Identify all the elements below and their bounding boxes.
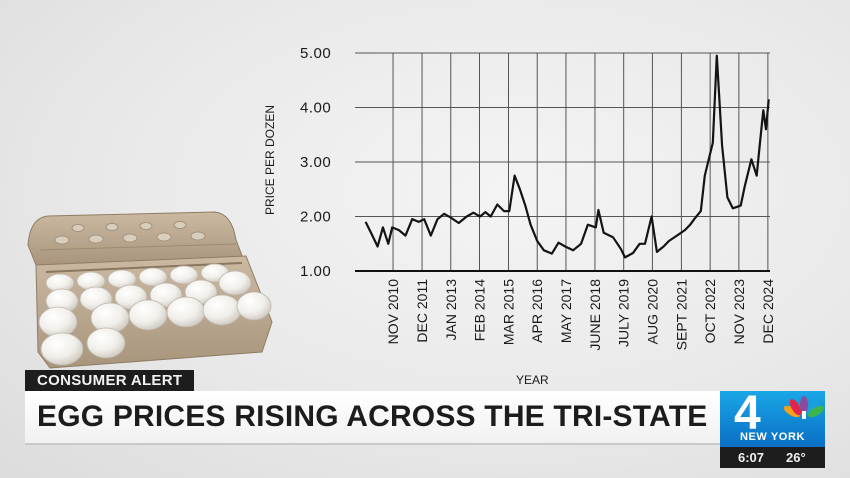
clock-time: 6:07 — [738, 450, 765, 465]
x-tick-label: NOV 2010 — [385, 279, 401, 345]
price-series-line — [364, 54, 770, 259]
station-city: NEW YORK — [739, 431, 806, 443]
x-tick-label: JAN 2013 — [443, 279, 459, 341]
x-tick-label: JUNE 2018 — [587, 279, 603, 351]
x-tick-label: JULY 2019 — [616, 279, 632, 347]
y-tick-label: 5.00 — [300, 45, 331, 62]
station-logo: 4 NEW YORK — [720, 387, 825, 447]
x-tick-label: SEPT 2021 — [673, 279, 689, 351]
headline-bar: EGG PRICES RISING ACROSS THE TRI-STATE — [25, 391, 820, 445]
y-tick-label: 3.00 — [300, 154, 331, 171]
y-tick-label: 1.00 — [300, 263, 331, 280]
egg-carton-image — [27, 211, 273, 369]
y-tick-label: 2.00 — [300, 209, 331, 226]
x-axis-label: YEAR — [516, 373, 549, 387]
x-tick-label: DEC 2011 — [414, 279, 430, 343]
x-tick-label: MAR 2015 — [500, 279, 516, 345]
peacock-icon — [783, 396, 825, 419]
x-tick-label: APR 2016 — [529, 279, 545, 343]
x-tick-label: FEB 2014 — [472, 279, 488, 341]
x-tick-label: MAY 2017 — [558, 279, 574, 343]
time-weather-bar: 6:07 26° — [720, 447, 825, 468]
consumer-alert-tag: CONSUMER ALERT — [25, 370, 195, 391]
y-tick-label: 4.00 — [300, 100, 331, 117]
temperature: 26° — [786, 450, 806, 465]
y-axis-ticks: 1.00 2.00 3.00 4.00 5.00 — [300, 45, 331, 280]
channel-number: 4 — [734, 387, 761, 440]
x-tick-label: OCT 2022 — [702, 279, 718, 344]
chart-grid — [355, 52, 770, 272]
x-axis-ticks: NOV 2010 DEC 2011 JAN 2013 FEB 2014 MAR 2015… — [385, 279, 776, 351]
x-tick-label: DEC 2024 — [760, 279, 776, 344]
egg-price-line-chart: 1.00 2.00 3.00 4.00 5.00 NOV 2010 DEC 2011 JAN… — [263, 45, 776, 387]
x-tick-label: NOV 2023 — [731, 279, 747, 345]
headline-text: EGG PRICES RISING ACROSS THE TRI-STATE — [37, 400, 708, 433]
x-tick-label: AUG 2020 — [644, 279, 660, 345]
y-axis-label: PRICE PER DOZEN — [263, 105, 277, 215]
